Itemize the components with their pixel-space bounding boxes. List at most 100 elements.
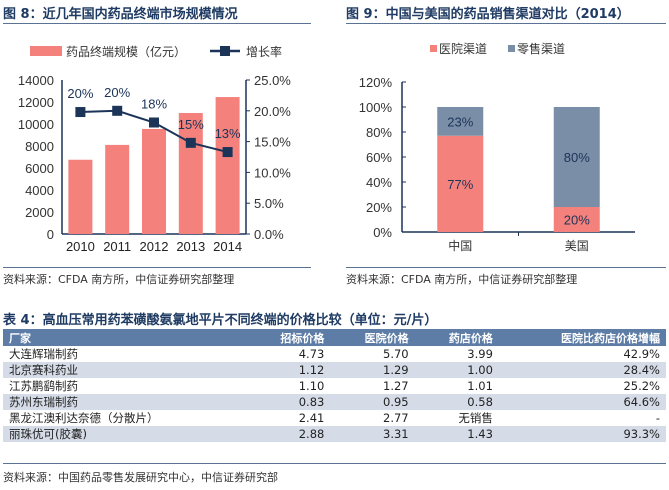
table-cell: 1.10: [298, 379, 325, 393]
legend-label: 医院渠道: [439, 42, 487, 56]
col-header: 医院比药店价格增幅: [498, 329, 666, 346]
table-cell: 黑龙江澳利达奈德（分散片）: [9, 411, 159, 425]
figure9-source: 资料来源：CFDA 南方所，中信证券研究部整理: [346, 273, 578, 286]
bar-retail: [437, 107, 484, 136]
y-tick-label: 120%: [359, 75, 393, 90]
bar: [142, 128, 166, 234]
divider: [346, 267, 666, 268]
bar-retail: [553, 107, 600, 207]
line-marker: [112, 105, 123, 116]
col-header: 招标价格: [246, 329, 331, 346]
y-tick-label: 80%: [366, 125, 392, 140]
table-cell: 1.43: [414, 426, 499, 442]
y-left-tick-label: 8000: [25, 139, 54, 154]
table-row: 苏州东瑞制药 0.83 0.95 0.58 64.6%: [3, 394, 666, 410]
figure8-chart: 药品终端规模（亿元） 增长率 0 2000 4000 6000 8000 10000 12000…: [18, 44, 291, 254]
bar: [178, 113, 203, 234]
table-cell: 3.31: [330, 426, 415, 442]
table-cell: 64.6%: [498, 394, 666, 410]
divider: [346, 23, 666, 24]
table-cell: 1.12: [246, 362, 331, 378]
y-left-tick-label: 4000: [25, 183, 54, 198]
line-marker: [149, 117, 159, 128]
legend-label: 药品终端规模（亿元）: [66, 44, 186, 59]
table-cell: 丽珠优可(胶囊): [3, 426, 247, 442]
table-cell: 1.29: [330, 362, 415, 378]
y-tick-label: 0%: [373, 225, 392, 240]
x-tick-label: 中国: [448, 238, 472, 253]
y-tick-label: 20%: [366, 200, 392, 215]
y-right-tick-label: 0.0%: [254, 227, 284, 242]
table-cell: 大连辉瑞制药: [9, 347, 78, 361]
data-label: 15%: [178, 117, 204, 132]
legend-swatch-bar: [30, 46, 62, 56]
data-label: 23%: [447, 114, 473, 129]
col-header: 药店价格: [414, 329, 499, 346]
data-label: 20%: [67, 86, 93, 101]
table-cell: 93.3%: [498, 426, 666, 442]
data-label: 80%: [564, 150, 590, 165]
table-cell: 5.70: [383, 347, 409, 361]
divider: [3, 23, 311, 24]
bar: [68, 159, 93, 234]
figure8-source: 资料来源：CFDA 南方所，中信证券研究部整理: [3, 273, 235, 286]
x-tick-label: 2013: [176, 239, 205, 254]
table-cell: 42.9%: [623, 347, 660, 361]
table-cell: 1.27: [383, 379, 409, 393]
line-marker: [75, 107, 86, 118]
y-left-tick-label: 10000: [18, 117, 54, 132]
table-cell: 4.73: [298, 347, 325, 361]
legend-label: 零售渠道: [517, 41, 565, 56]
figure9-title: 图 9：中国与美国的药品销售渠道对比（2014）: [346, 7, 630, 22]
table-cell: 28.4%: [498, 362, 666, 378]
line-marker: [185, 137, 196, 148]
y-right-tick-label: 15.0%: [254, 135, 291, 150]
y-right-tick-label: 5.0%: [254, 196, 284, 211]
y-right-tick-label: 20.0%: [254, 104, 291, 119]
data-label: 77%: [447, 177, 473, 192]
x-tick-label: 2014: [213, 239, 242, 254]
table-cell: 江苏鹏鹞制药: [9, 379, 78, 393]
y-left-tick-label: 0: [47, 227, 54, 242]
table-cell: 3.99: [467, 347, 493, 361]
data-label: 20%: [104, 85, 130, 100]
y-left-tick-label: 12000: [18, 95, 54, 110]
x-tick-label: 2012: [140, 239, 169, 254]
col-header: 厂家: [3, 329, 247, 346]
legend-label: 增长率: [246, 44, 282, 59]
bar: [215, 97, 240, 234]
y-left-tick-label: 6000: [25, 161, 54, 176]
table-cell: 北京赛科药业: [3, 362, 247, 378]
table-cell: 2.77: [383, 411, 409, 425]
y-left-tick-label: 2000: [25, 205, 54, 220]
table4-title: 表 4：高血压常用药苯磺酸氨氯地平片不同终端的价格比较（单位：元/片）: [3, 313, 438, 328]
table-cell: 0.58: [414, 394, 499, 410]
data-label: 13%: [215, 126, 241, 141]
y-right-tick-label: 25.0%: [254, 73, 291, 88]
bar: [105, 144, 130, 234]
y-left-tick-label: 14000: [18, 73, 54, 88]
legend-swatch: [430, 45, 437, 52]
y-right-tick-label: 10.0%: [254, 165, 291, 180]
table-cell: 25.2%: [623, 379, 660, 393]
price-table: 厂家 招标价格 医院价格 药店价格 医院比药店价格增幅 大连辉瑞制药 4.73 5.…: [3, 329, 666, 442]
x-tick-label: 2011: [103, 239, 131, 254]
table4-source: 资料来源：中国药品零售发展研究中心，中信证券研究部: [3, 471, 278, 484]
table-cell: 无销售: [458, 411, 493, 425]
col-header: 医院价格: [330, 329, 415, 346]
legend-marker: [220, 46, 230, 56]
bar-hospital: [437, 135, 484, 232]
bar-hospital: [553, 207, 600, 232]
figure9-chart: 医院渠道 零售渠道 0% 20% 40% 60% 80% 100% 120% 77% 23% 中国 20…: [359, 41, 635, 253]
legend-swatch: [508, 45, 515, 52]
table-cell: 苏州东瑞制药: [3, 394, 247, 410]
table-cell: 0.95: [330, 394, 415, 410]
table-row: 北京赛科药业 1.12 1.29 1.00 28.4%: [3, 362, 666, 378]
table-row: 丽珠优可(胶囊) 2.88 3.31 1.43 93.3%: [3, 426, 666, 442]
table-header-row: 厂家 招标价格 医院价格 药店价格 医院比药店价格增幅: [3, 329, 666, 346]
table-cell: 1.00: [414, 362, 499, 378]
table-cell: 2.41: [298, 411, 325, 425]
line-marker: [222, 147, 233, 158]
figure8-title: 图 8：近几年国内药品终端市场规模情况: [3, 7, 238, 22]
